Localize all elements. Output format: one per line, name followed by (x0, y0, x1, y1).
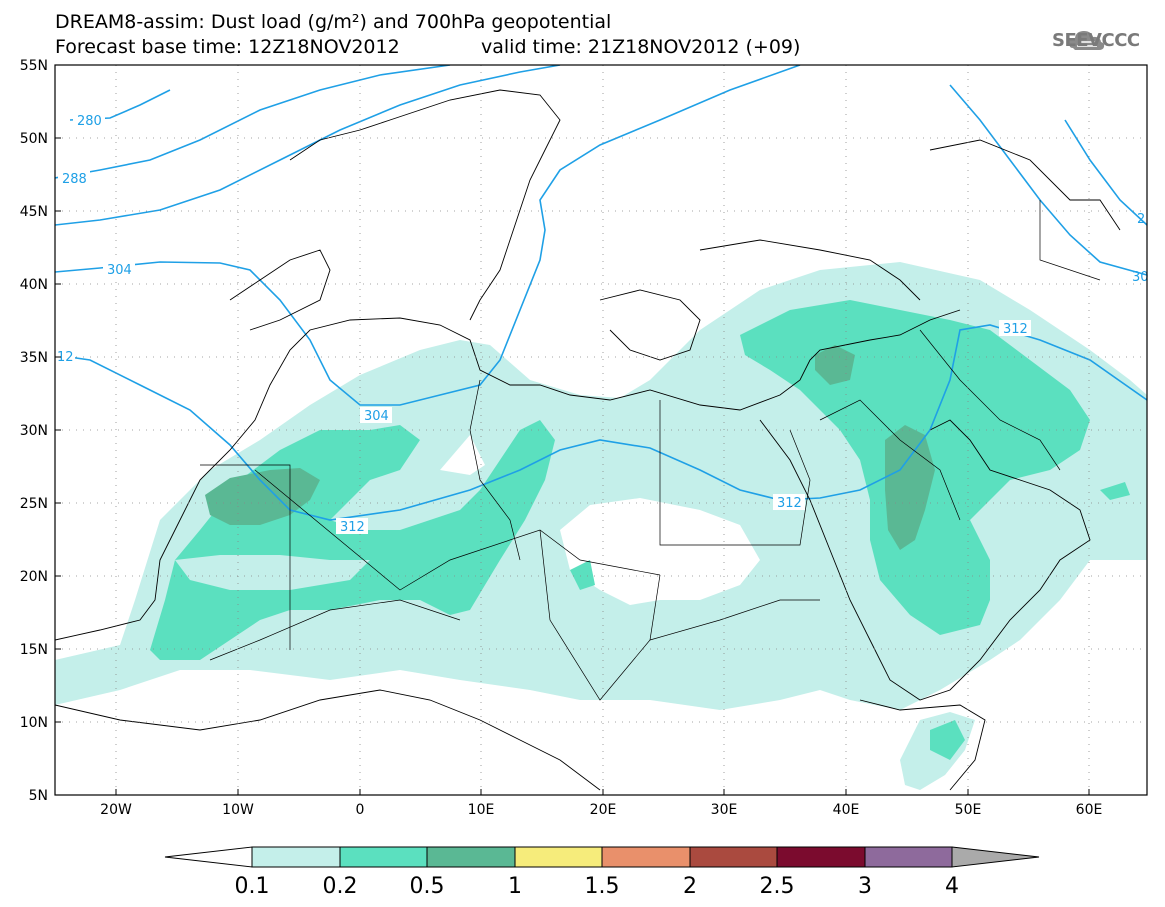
colorbar-label: 3 (858, 874, 872, 899)
logo-text: SEEVCCC (1052, 30, 1140, 51)
lon-label: 40E (833, 802, 860, 818)
lat-label: 50N (20, 131, 48, 147)
colorbar-segment (339, 846, 428, 868)
colorbar-label: 2.5 (760, 874, 795, 899)
lat-label: 5N (29, 788, 48, 804)
lon-label: 60E (1076, 802, 1103, 818)
lat-label: 10N (20, 715, 48, 731)
colorbar-labels: 0.1 0.2 0.5 1 1.5 2 2.5 3 4 (235, 874, 960, 899)
lon-label: 20E (590, 802, 617, 818)
lon-label: 0 (356, 802, 365, 818)
colorbar-segment (601, 846, 691, 868)
contour-label: 280 (77, 114, 102, 129)
colorbar-segment (951, 846, 1040, 868)
colorbar-segment (514, 846, 603, 868)
contour-label: 304 (364, 409, 389, 424)
contour-label: 312 (340, 520, 365, 535)
contour-label: 288 (62, 172, 87, 187)
colorbar-label: 4 (945, 874, 959, 899)
colorbar-label: 1.5 (585, 874, 620, 899)
lat-label: 40N (20, 277, 48, 293)
colorbar-label: 1 (508, 874, 522, 899)
valid-time: valid time: 21Z18NOV2012 (+09) (481, 36, 801, 58)
contour-label: 30 (1132, 270, 1149, 285)
coastlines (55, 89, 1121, 791)
lon-label: 30E (711, 802, 738, 818)
lon-label: 20W (100, 802, 132, 818)
colorbar-segment (689, 846, 778, 868)
contour-label: 2 (1137, 212, 1145, 227)
colorbar-label: 2 (683, 874, 697, 899)
cloud-logo-icon (1069, 31, 1105, 50)
contour-label: 312 (1003, 322, 1028, 337)
longitude-labels: 20W 10W 0 10E 20E 30E 40E 50E 60E (100, 802, 1102, 818)
lon-label: 50E (955, 802, 982, 818)
colorbar-segment (864, 846, 953, 868)
contour-label: 304 (107, 263, 132, 278)
colorbar-label: 0.2 (323, 874, 358, 899)
lon-label: 10E (468, 802, 495, 818)
lat-label: 30N (20, 423, 48, 439)
colorbar (164, 846, 1040, 868)
map-title: DREAM8-assim: Dust load (g/m²) and 700hP… (55, 11, 612, 33)
colorbar-segment (251, 846, 341, 868)
base-time: Forecast base time: 12Z18NOV2012 (55, 36, 400, 58)
lat-label: 20N (20, 569, 48, 585)
lat-label: 25N (20, 496, 48, 512)
country-borders (200, 200, 1101, 701)
lat-label: 55N (20, 58, 48, 74)
contour-label: 312 (777, 496, 802, 511)
colorbar-segment (426, 846, 516, 868)
latitude-labels: 55N 50N 45N 40N 35N 30N 25N 20N 15N 10N … (20, 58, 48, 804)
geopotential-contours (55, 65, 1147, 521)
colorbar-segment (776, 846, 866, 868)
gridlines (55, 65, 1147, 795)
lat-label: 15N (20, 642, 48, 658)
axis-ticks (55, 64, 1090, 795)
colorbar-label: 0.1 (235, 874, 270, 899)
lon-label: 10W (222, 802, 254, 818)
colorbar-segment (164, 846, 253, 868)
contour-label: 12 (57, 350, 74, 365)
contour-labels: 280 288 304 12 304 312 312 312 2 30 (55, 112, 1149, 535)
colorbar-label: 0.5 (410, 874, 445, 899)
lat-label: 35N (20, 350, 48, 366)
lat-label: 45N (20, 204, 48, 220)
